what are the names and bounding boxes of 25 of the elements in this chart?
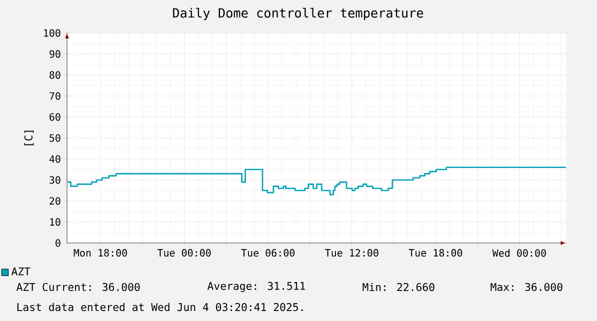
text: Average: 31.511 bbox=[207, 282, 305, 292]
text: Max: 36.000 bbox=[490, 282, 562, 292]
text: Min: 22.660 bbox=[362, 282, 434, 292]
y-tick-label: 30 bbox=[50, 176, 60, 184]
x-tick-label: Tue 00:00 bbox=[157, 249, 211, 257]
y-tick-label: 0 bbox=[56, 239, 60, 247]
x-tick-label: Mon 18:00 bbox=[74, 249, 127, 257]
x-tick-label: Tue 12:00 bbox=[325, 249, 378, 257]
y-tick-label: 40 bbox=[49, 155, 60, 163]
y-tick-label: 10 bbox=[50, 218, 60, 226]
y-tick-label: 80 bbox=[50, 71, 60, 79]
y-tick-label: 100 bbox=[44, 29, 60, 37]
chart-title: Daily Dome controller temperature bbox=[173, 8, 424, 20]
y-tick-label: 70 bbox=[50, 92, 60, 100]
text: Last data entered at Wed Jun 4 03:20:41 2025. bbox=[17, 302, 303, 312]
y-axis-title: [C] bbox=[24, 130, 34, 146]
y-tick-label: 60 bbox=[50, 113, 60, 121]
text: AZT Current: 36.000 bbox=[16, 282, 140, 292]
y-tick-label: 50 bbox=[50, 134, 60, 142]
x-tick-label: Tue 18:00 bbox=[408, 249, 462, 257]
y-tick-label: 20 bbox=[50, 197, 60, 205]
x-tick-label: Tue 06:00 bbox=[241, 249, 295, 257]
legend-label: AZT bbox=[11, 267, 30, 276]
x-tick-label: Wed 00:00 bbox=[492, 249, 546, 257]
y-tick-label: 90 bbox=[50, 50, 60, 58]
